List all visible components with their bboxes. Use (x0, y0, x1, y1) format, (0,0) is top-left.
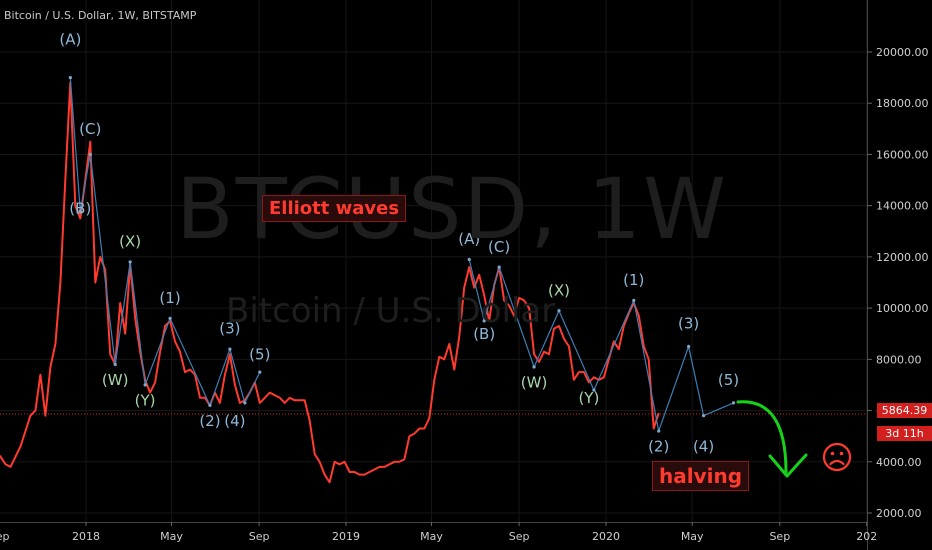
wave-point (467, 257, 471, 262)
x-tick-label: Sep (509, 530, 530, 543)
y-tick-label: 12000.00 (876, 251, 929, 264)
wave-point (687, 344, 691, 349)
wave-label: (A) (458, 230, 480, 248)
wave-label: (3) (219, 320, 240, 338)
wave-label: (3) (678, 315, 699, 333)
wave-label: (W) (102, 371, 129, 389)
wave-point (68, 76, 72, 80)
wave-point (632, 298, 636, 303)
x-tick-label: May (160, 530, 183, 543)
y-tick-label: 16000.00 (876, 148, 929, 161)
wave-point (168, 316, 172, 320)
y-tick-label: 8000.00 (876, 353, 922, 366)
wave-label: (C) (79, 120, 101, 138)
wave-label: (A) (59, 30, 81, 48)
wave-point (128, 260, 132, 264)
wave-point (592, 388, 596, 392)
y-tick-label: 4000.00 (876, 456, 922, 469)
wave-label: (4) (224, 412, 245, 430)
wave-point (113, 362, 117, 367)
wave-point (657, 429, 661, 433)
wave-point (557, 309, 561, 313)
wave-label: (Y) (578, 389, 599, 407)
halving-label: halving (652, 461, 750, 491)
wave-label: (1) (159, 289, 180, 307)
wave-label: (2) (648, 438, 669, 456)
wave-label: (B) (69, 199, 91, 217)
wave-label: (5) (249, 345, 270, 363)
projection-arrow-icon (736, 400, 808, 478)
y-tick-label: 20000.00 (876, 46, 929, 59)
wave-label: (X) (119, 233, 141, 251)
wave-label: (5) (718, 371, 739, 389)
gridlines (0, 0, 868, 522)
x-tick-label: 2018 (72, 530, 100, 543)
wave-point (731, 401, 736, 405)
wave-point (208, 403, 212, 408)
symbol-title: Bitcoin / U.S. Dollar, 1W, BITSTAMP (4, 9, 197, 22)
current-price-tag: 5864.39 (877, 403, 932, 418)
x-tick-label: May (420, 530, 443, 543)
wave-point (88, 152, 92, 157)
x-tick-label: Sep (249, 530, 270, 543)
elliott-waves-label: Elliott waves (262, 195, 407, 222)
wave-point (243, 401, 247, 405)
wave-label: (1) (623, 271, 644, 289)
wave-label: (B) (473, 325, 495, 343)
wave-point (258, 370, 262, 374)
symbol-watermark: BTCUSD, 1W (176, 160, 729, 258)
x-tick-label: 2019 (332, 530, 360, 543)
x-tick-label: Sep (769, 530, 790, 543)
x-tick-label: May (681, 530, 704, 543)
wave-point (143, 383, 147, 387)
wave-label: (4) (693, 438, 714, 456)
y-tick-label: 14000.00 (876, 200, 929, 213)
wave-point (228, 347, 232, 351)
wave-point (78, 209, 82, 213)
y-tick-label: 10000.00 (876, 302, 929, 315)
bar-countdown-tag: 3d 11h (877, 426, 932, 441)
description-watermark: Bitcoin / U.S. Dollar (226, 291, 556, 331)
series-line-price (0, 81, 660, 484)
y-tick-label: 18000.00 (876, 97, 929, 110)
x-tick-label: 202 (856, 530, 877, 543)
wave-point (701, 414, 706, 418)
wave-label: (2) (199, 412, 220, 430)
wave-point (482, 319, 486, 323)
wave-label: (C) (488, 238, 510, 256)
y-tick-label: 2000.00 (876, 507, 922, 520)
x-tick-label: 2020 (592, 530, 620, 543)
sad-face-icon (822, 442, 852, 472)
wave-point (497, 265, 501, 269)
x-tick-label: Sep (0, 530, 9, 543)
wave-label: (Y) (135, 391, 156, 409)
wave-point (532, 365, 536, 369)
wave-label: (X) (548, 281, 570, 299)
wave-label: (W) (521, 374, 548, 392)
